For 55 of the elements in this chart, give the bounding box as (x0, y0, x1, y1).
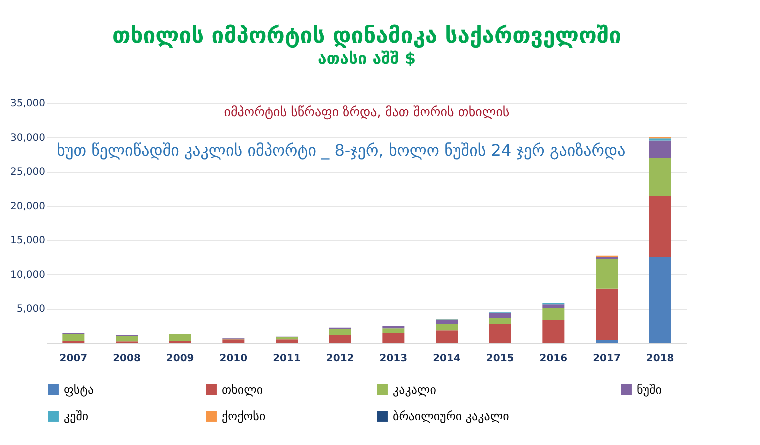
bar (596, 259, 618, 289)
bar (649, 196, 672, 258)
x-tick-label: 2016 (540, 354, 568, 364)
legend-label: ფსტა (64, 382, 94, 397)
annotation: იმპორტის სწრაფი ზრდა, მათ შორის თხილის (224, 106, 510, 121)
bar (169, 334, 192, 341)
chart-title: თხილის იმპორტის დინამიკა საქართველოში (112, 24, 622, 49)
bar (542, 308, 565, 320)
bar (596, 340, 618, 343)
bar (222, 340, 245, 343)
legend-label: ნუში (637, 382, 662, 397)
x-tick-label: 2015 (486, 354, 514, 364)
bar (542, 320, 565, 343)
bar (116, 336, 138, 342)
bar (649, 257, 672, 343)
x-tick-label: 2014 (433, 354, 461, 364)
bar (62, 334, 85, 341)
bar (489, 324, 512, 343)
y-tick-label: 30,000 (10, 132, 46, 144)
bar (542, 304, 565, 308)
legend-label: ქოქოსი (222, 410, 266, 424)
bar (382, 328, 405, 334)
legend-label: თხილი (222, 382, 264, 397)
x-tick-label: 2012 (326, 354, 354, 364)
x-tick-label: 2011 (273, 354, 301, 364)
bar (436, 324, 458, 331)
bar (649, 140, 672, 159)
bar (436, 320, 458, 324)
bar (489, 318, 512, 324)
bar (276, 340, 298, 343)
legend-label: ბრაილიური კაკალი (393, 410, 510, 424)
x-tick-label: 2007 (60, 354, 88, 364)
x-tick-label: 2008 (113, 354, 141, 364)
x-tick-label: 2017 (593, 354, 621, 364)
x-tick-label: 2010 (220, 354, 248, 364)
bar (382, 333, 405, 343)
y-tick-label: 20,000 (10, 201, 46, 212)
bar (489, 312, 512, 318)
x-tick-label: 2009 (166, 354, 194, 364)
bar (329, 335, 352, 343)
y-tick-label: 25,000 (10, 167, 46, 178)
chart-subtitle: ათასი აშშ $ (318, 49, 416, 68)
x-tick-label: 2013 (380, 354, 408, 364)
bar (329, 329, 352, 336)
bar (596, 288, 618, 340)
bar (436, 330, 458, 343)
y-tick-label: 10,000 (10, 270, 46, 281)
y-tick-label: 15,000 (10, 236, 46, 247)
annotation: ხუთ წელიწადში კაკლის იმპორტი _ 8-ჯერ, ხოლო ნუშის 24 ჯერ გაიზარდა (57, 141, 626, 160)
legend-label: კაკალი (393, 382, 436, 397)
x-tick-label: 2018 (646, 354, 674, 364)
y-tick-label: 5,000 (16, 304, 46, 316)
y-tick-label: 35,000 (10, 98, 46, 110)
bar (649, 158, 672, 196)
legend-label: კეში (64, 410, 89, 424)
